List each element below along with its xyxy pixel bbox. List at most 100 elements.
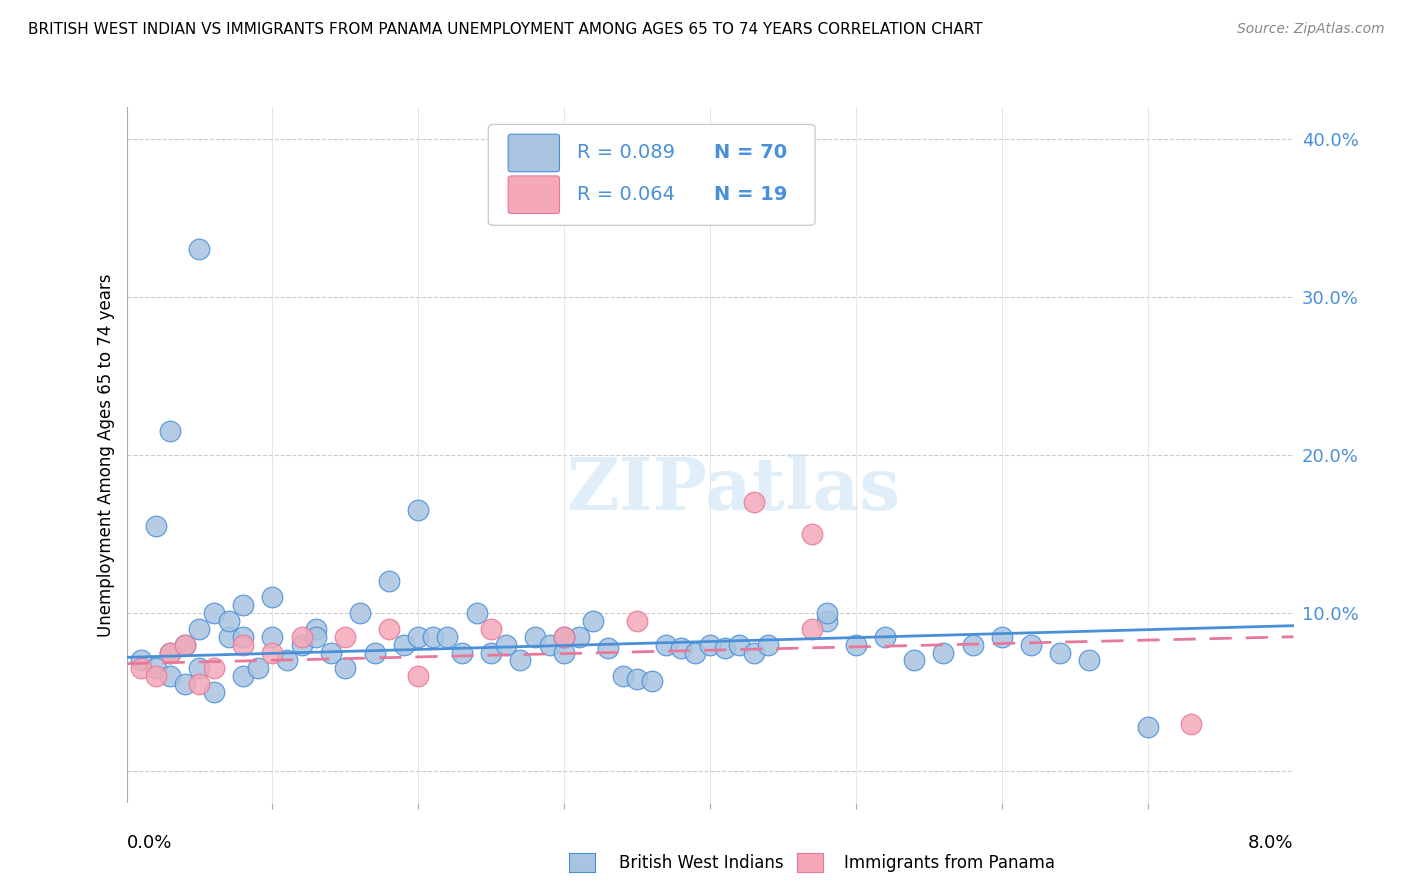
Point bbox=[129, 661, 152, 675]
Point bbox=[262, 646, 284, 660]
Point bbox=[612, 669, 634, 683]
Point bbox=[159, 646, 181, 660]
Text: 0.0%: 0.0% bbox=[127, 834, 172, 852]
Point bbox=[246, 661, 269, 675]
Point bbox=[756, 638, 779, 652]
Point bbox=[596, 640, 619, 655]
Point bbox=[232, 669, 254, 683]
Point bbox=[218, 614, 240, 628]
Point bbox=[582, 614, 605, 628]
Point bbox=[801, 527, 824, 541]
Point bbox=[685, 646, 707, 660]
Point bbox=[451, 646, 474, 660]
Point bbox=[202, 661, 225, 675]
Point bbox=[159, 424, 181, 438]
Point bbox=[495, 638, 517, 652]
Point bbox=[408, 503, 430, 517]
Point bbox=[232, 638, 254, 652]
Point bbox=[903, 653, 925, 667]
Point bbox=[815, 606, 838, 620]
Point bbox=[276, 653, 298, 667]
Point bbox=[553, 630, 575, 644]
Point bbox=[232, 630, 254, 644]
Point bbox=[363, 646, 385, 660]
Point bbox=[202, 606, 225, 620]
FancyBboxPatch shape bbox=[508, 134, 560, 172]
Point bbox=[626, 673, 648, 687]
Point bbox=[262, 630, 284, 644]
Point bbox=[159, 646, 181, 660]
Point bbox=[290, 630, 312, 644]
Point bbox=[655, 638, 678, 652]
Point bbox=[742, 646, 765, 660]
Point bbox=[232, 598, 254, 612]
Point bbox=[319, 646, 342, 660]
Point bbox=[669, 640, 692, 655]
Point bbox=[553, 630, 575, 644]
Point bbox=[801, 622, 824, 636]
Point bbox=[290, 638, 312, 652]
Point bbox=[523, 630, 546, 644]
Point bbox=[509, 653, 531, 667]
Point bbox=[728, 638, 751, 652]
Text: Immigrants from Panama: Immigrants from Panama bbox=[844, 854, 1054, 871]
Point bbox=[553, 646, 575, 660]
Point bbox=[742, 495, 765, 509]
Point bbox=[699, 638, 721, 652]
Point bbox=[538, 638, 561, 652]
Text: R = 0.064: R = 0.064 bbox=[576, 186, 675, 204]
Point bbox=[174, 638, 197, 652]
Point bbox=[1078, 653, 1101, 667]
Point bbox=[990, 630, 1012, 644]
Text: ZIPatlas: ZIPatlas bbox=[567, 454, 900, 525]
Point bbox=[305, 622, 328, 636]
Point bbox=[129, 653, 152, 667]
Point bbox=[145, 661, 167, 675]
Point bbox=[174, 677, 197, 691]
Point bbox=[713, 640, 735, 655]
Text: British West Indians: British West Indians bbox=[619, 854, 783, 871]
Point bbox=[159, 669, 181, 683]
Point bbox=[408, 630, 430, 644]
Point bbox=[188, 661, 211, 675]
Point bbox=[145, 519, 167, 533]
Point bbox=[188, 677, 211, 691]
Point bbox=[145, 669, 167, 683]
Point bbox=[479, 646, 502, 660]
Point bbox=[422, 630, 444, 644]
Point bbox=[873, 630, 897, 644]
Point bbox=[392, 638, 415, 652]
Point bbox=[568, 630, 591, 644]
Point bbox=[378, 622, 401, 636]
Point bbox=[932, 646, 955, 660]
FancyBboxPatch shape bbox=[488, 124, 815, 226]
FancyBboxPatch shape bbox=[508, 176, 560, 213]
Point bbox=[815, 614, 838, 628]
Text: N = 70: N = 70 bbox=[713, 144, 786, 162]
Point bbox=[962, 638, 984, 652]
Text: 8.0%: 8.0% bbox=[1249, 834, 1294, 852]
Text: R = 0.089: R = 0.089 bbox=[576, 144, 675, 162]
Point bbox=[188, 622, 211, 636]
Point bbox=[1136, 720, 1159, 734]
Point bbox=[1180, 716, 1202, 731]
Point bbox=[188, 243, 211, 257]
Text: N = 19: N = 19 bbox=[713, 186, 787, 204]
Point bbox=[349, 606, 371, 620]
Point bbox=[335, 661, 357, 675]
Point bbox=[626, 614, 648, 628]
Point bbox=[335, 630, 357, 644]
Point bbox=[1019, 638, 1042, 652]
Point bbox=[174, 638, 197, 652]
Point bbox=[640, 674, 664, 689]
Point bbox=[845, 638, 868, 652]
Point bbox=[408, 669, 430, 683]
Point bbox=[202, 685, 225, 699]
Point bbox=[436, 630, 458, 644]
Text: BRITISH WEST INDIAN VS IMMIGRANTS FROM PANAMA UNEMPLOYMENT AMONG AGES 65 TO 74 Y: BRITISH WEST INDIAN VS IMMIGRANTS FROM P… bbox=[28, 22, 983, 37]
Point bbox=[218, 630, 240, 644]
Y-axis label: Unemployment Among Ages 65 to 74 years: Unemployment Among Ages 65 to 74 years bbox=[97, 273, 115, 637]
Point bbox=[1049, 646, 1071, 660]
Point bbox=[465, 606, 488, 620]
Point bbox=[305, 630, 328, 644]
